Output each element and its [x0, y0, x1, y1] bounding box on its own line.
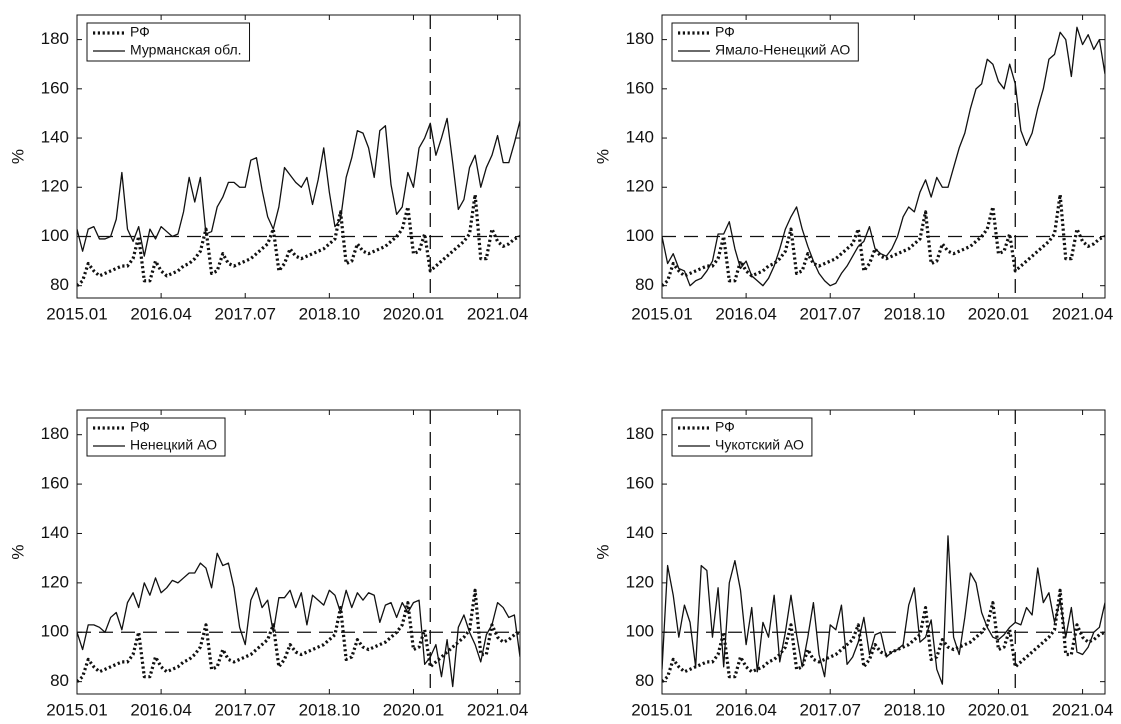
series-line	[662, 588, 1105, 683]
y-tick-label: 160	[626, 78, 654, 97]
panel: 80 100 120 140 160 180 2015.01 2016.04 2017.07 20…	[593, 409, 1113, 719]
x-tick-label: 2015.01	[46, 700, 107, 719]
plot-area	[662, 15, 1105, 298]
plot-frame	[661, 409, 1106, 695]
series-line	[662, 535, 1105, 685]
x-tick-label: 2015.01	[631, 700, 692, 719]
y-tick-label: 120	[626, 177, 654, 196]
legend-box	[86, 22, 251, 62]
legend-label: Чукотский АО	[715, 437, 804, 453]
legend: РФ Ненецкий АО	[86, 417, 226, 457]
panel: 80 100 120 140 160 180 2015.01 2016.04 2017.07 20…	[8, 409, 528, 719]
series-line	[77, 588, 520, 683]
x-tick-label: 2016.04	[130, 700, 191, 719]
series-line	[662, 26, 1105, 287]
y-tick-label: 180	[626, 29, 654, 48]
legend-label: РФ	[715, 24, 735, 40]
x-tick-label: 2021.04	[1052, 700, 1113, 719]
legend-label: РФ	[715, 419, 735, 435]
x-tick-label: 2020.01	[968, 700, 1029, 719]
y-tick-label: 120	[41, 572, 69, 591]
x-tick-label: 2018.10	[299, 700, 360, 719]
legend-label: РФ	[130, 24, 150, 40]
y-tick-label: 100	[626, 226, 654, 245]
legend-box	[671, 22, 859, 62]
y-axis-label: %	[8, 149, 27, 164]
x-tick-label: 2017.07	[800, 700, 861, 719]
series-line	[662, 193, 1105, 287]
y-tick-label: 140	[41, 128, 69, 147]
panel: 80 100 120 140 160 180 2015.01 2016.04 2017.07 20…	[8, 14, 528, 323]
y-tick-label: 80	[635, 671, 654, 690]
x-tick-label: 2018.10	[884, 700, 945, 719]
legend-label: Мурманская обл.	[130, 42, 242, 58]
y-tick-label: 140	[626, 128, 654, 147]
plot-frame	[76, 14, 521, 299]
x-tick-label: 2015.01	[46, 304, 107, 323]
y-axis-label: %	[8, 544, 27, 559]
y-axis-label: %	[593, 544, 612, 559]
x-tick-label: 2016.04	[130, 304, 191, 323]
legend-label: Ямало-Ненецкий АО	[715, 42, 850, 58]
y-tick-label: 180	[626, 424, 654, 443]
y-tick-label: 100	[626, 622, 654, 641]
y-tick-label: 160	[41, 78, 69, 97]
y-axis-label: %	[593, 149, 612, 164]
y-tick-label: 160	[41, 474, 69, 493]
panel: 80 100 120 140 160 180 2015.01 2016.04 2017.07 20…	[593, 14, 1113, 323]
y-tick-label: 140	[626, 523, 654, 542]
legend-box	[86, 417, 226, 457]
x-tick-label: 2017.07	[215, 304, 276, 323]
plot-area	[77, 15, 520, 298]
legend-label: Ненецкий АО	[130, 437, 217, 453]
x-tick-label: 2015.01	[631, 304, 692, 323]
y-tick-label: 100	[41, 226, 69, 245]
y-tick-label: 120	[626, 572, 654, 591]
y-tick-label: 120	[41, 177, 69, 196]
plot-area	[662, 410, 1105, 694]
x-tick-label: 2020.01	[383, 700, 444, 719]
legend: РФ Чукотский АО	[671, 417, 813, 457]
series-line	[77, 117, 520, 257]
legend: РФ Мурманская обл.	[86, 22, 251, 62]
series-line	[77, 552, 520, 688]
series-line	[77, 193, 520, 287]
y-tick-label: 80	[635, 275, 654, 294]
y-tick-label: 180	[41, 29, 69, 48]
x-tick-label: 2018.10	[884, 304, 945, 323]
x-tick-label: 2020.01	[968, 304, 1029, 323]
plot-frame	[76, 409, 521, 695]
x-tick-label: 2020.01	[383, 304, 444, 323]
plot-frame	[661, 14, 1106, 299]
legend-box	[671, 417, 813, 457]
x-tick-label: 2021.04	[467, 304, 528, 323]
y-tick-label: 160	[626, 474, 654, 493]
x-tick-label: 2018.10	[299, 304, 360, 323]
y-tick-label: 180	[41, 424, 69, 443]
plot-area	[77, 410, 520, 694]
y-tick-label: 80	[50, 671, 69, 690]
x-tick-label: 2016.04	[715, 700, 776, 719]
x-tick-label: 2017.07	[215, 700, 276, 719]
y-tick-label: 140	[41, 523, 69, 542]
x-tick-label: 2016.04	[715, 304, 776, 323]
x-tick-label: 2021.04	[1052, 304, 1113, 323]
x-tick-label: 2021.04	[467, 700, 528, 719]
y-tick-label: 80	[50, 275, 69, 294]
legend-label: РФ	[130, 419, 150, 435]
y-tick-label: 100	[41, 622, 69, 641]
x-tick-label: 2017.07	[800, 304, 861, 323]
legend: РФ Ямало-Ненецкий АО	[671, 22, 859, 62]
